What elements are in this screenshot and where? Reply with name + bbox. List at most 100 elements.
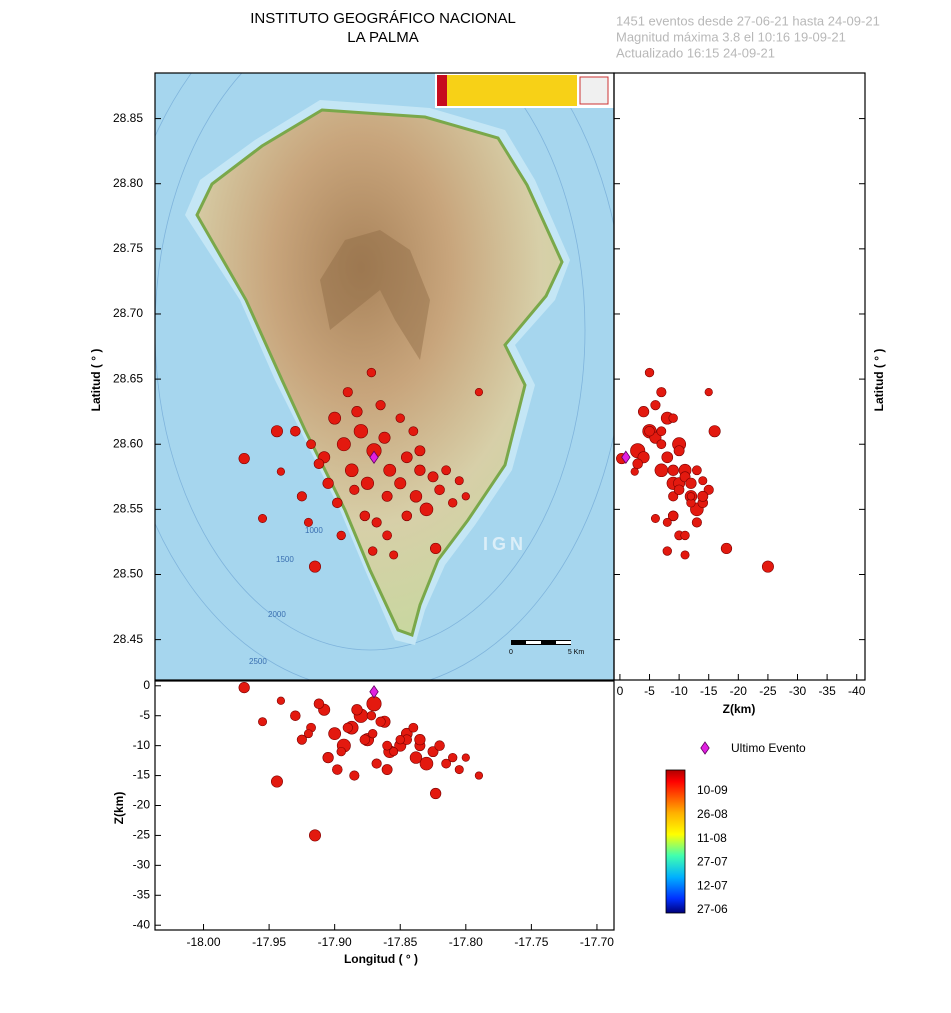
x-tick-label: -35 bbox=[818, 684, 836, 698]
x-tick-label: -17.80 bbox=[449, 935, 483, 949]
event bbox=[430, 542, 442, 555]
event bbox=[394, 477, 407, 490]
x-tick-label: -15 bbox=[700, 684, 718, 698]
x-tick-label: 0 bbox=[617, 684, 624, 698]
event bbox=[650, 400, 661, 411]
info: 1451 eventos desde 27-06-21 hasta 24-09-… bbox=[616, 13, 880, 28]
event bbox=[344, 463, 359, 478]
x-tick-label: -25 bbox=[759, 684, 777, 698]
event bbox=[303, 517, 313, 527]
event bbox=[409, 751, 423, 764]
event bbox=[448, 498, 458, 508]
event bbox=[761, 560, 774, 573]
event bbox=[342, 722, 353, 733]
event bbox=[395, 734, 405, 745]
y-tick-label: 28.45 bbox=[113, 632, 143, 646]
event bbox=[371, 758, 382, 769]
event bbox=[703, 484, 714, 495]
event bbox=[686, 492, 696, 501]
event bbox=[276, 467, 285, 476]
event bbox=[328, 727, 342, 741]
event bbox=[308, 829, 321, 842]
event bbox=[668, 491, 679, 502]
map-background bbox=[155, 73, 614, 680]
x-tick-label: -30 bbox=[789, 684, 807, 698]
event bbox=[313, 458, 325, 470]
event bbox=[474, 771, 484, 780]
colorbar-label: 11-08 bbox=[697, 831, 727, 845]
event bbox=[349, 770, 360, 781]
event bbox=[662, 517, 672, 527]
event bbox=[673, 484, 685, 496]
event bbox=[419, 756, 434, 771]
event bbox=[322, 477, 334, 489]
y-tick-label: -35 bbox=[133, 887, 151, 901]
mask bbox=[866, 60, 951, 700]
event bbox=[454, 476, 464, 486]
event bbox=[708, 425, 721, 438]
event bbox=[328, 411, 342, 425]
y-tick-label: 28.55 bbox=[113, 502, 143, 516]
event bbox=[359, 510, 371, 522]
colorbar-label: 26-08 bbox=[697, 807, 728, 821]
event bbox=[366, 696, 382, 712]
event bbox=[448, 752, 458, 763]
event bbox=[419, 502, 434, 517]
event bbox=[656, 387, 667, 398]
x-tick-label: -40 bbox=[848, 684, 866, 698]
event bbox=[238, 452, 250, 465]
event bbox=[290, 710, 301, 721]
event bbox=[378, 431, 391, 444]
info: Magnitud máxima 3.8 el 10:16 19-09-21 bbox=[616, 29, 846, 44]
event bbox=[308, 560, 321, 573]
y-tick-label: -10 bbox=[133, 738, 151, 752]
x-tick-label: -18.00 bbox=[187, 935, 221, 949]
y-tick-label: 28.50 bbox=[113, 567, 143, 581]
last-event bbox=[621, 450, 631, 464]
event bbox=[430, 787, 442, 800]
scale-bar bbox=[556, 641, 571, 644]
event bbox=[427, 746, 439, 758]
bathymetry-label: 1500 bbox=[276, 555, 294, 564]
y-axis-label: Latitud ( ° ) bbox=[872, 349, 886, 412]
event bbox=[306, 439, 316, 450]
legend-label: Ultimo Evento bbox=[731, 741, 806, 755]
event bbox=[680, 550, 690, 560]
event bbox=[332, 764, 343, 775]
event bbox=[667, 464, 679, 476]
event bbox=[454, 765, 464, 775]
event bbox=[389, 550, 399, 560]
event bbox=[336, 437, 351, 452]
y-tick-label: 28.75 bbox=[113, 241, 143, 255]
x-axis-label: Z(km) bbox=[723, 702, 756, 716]
event bbox=[276, 696, 285, 705]
event bbox=[381, 764, 393, 776]
event bbox=[375, 716, 386, 727]
event bbox=[270, 775, 283, 788]
event bbox=[359, 734, 371, 745]
event bbox=[414, 464, 426, 476]
scale-label: 0 bbox=[509, 649, 513, 656]
y-tick-label: -25 bbox=[133, 828, 151, 842]
event bbox=[353, 424, 369, 439]
event bbox=[395, 413, 405, 423]
event bbox=[644, 425, 655, 437]
event bbox=[303, 729, 313, 739]
event bbox=[400, 451, 413, 464]
event bbox=[673, 445, 685, 457]
event bbox=[389, 747, 399, 757]
event bbox=[644, 367, 655, 378]
x-tick-label: -20 bbox=[730, 684, 748, 698]
x-tick-label: -10 bbox=[670, 684, 688, 698]
event bbox=[351, 406, 363, 418]
legend-marker bbox=[700, 741, 710, 755]
event bbox=[661, 451, 674, 464]
y-tick-label: -15 bbox=[133, 768, 151, 782]
event bbox=[409, 490, 423, 503]
event bbox=[258, 514, 268, 523]
event bbox=[368, 729, 378, 739]
event bbox=[427, 471, 439, 483]
logo bbox=[437, 75, 577, 106]
colorbar-label: 27-06 bbox=[697, 902, 728, 916]
